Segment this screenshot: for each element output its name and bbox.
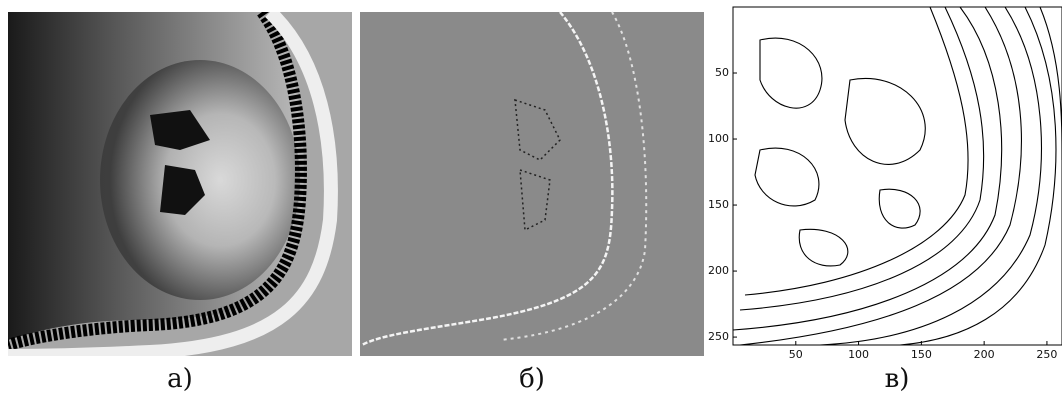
image-a: [8, 12, 352, 356]
x-tick-label: 150: [911, 348, 932, 361]
plot-frame: [732, 6, 1062, 346]
y-tick-label: 150: [708, 198, 729, 211]
y-tick-label: 250: [708, 330, 729, 343]
y-tick-label: 50: [715, 66, 729, 79]
x-tick-label: 250: [1036, 348, 1057, 361]
y-tick-label: 100: [708, 132, 729, 145]
plot-axes: 50 100 150 200 250 50 100 150 200 250: [708, 6, 1062, 361]
x-tick-label: 100: [848, 348, 869, 361]
x-tick-label: 50: [789, 348, 803, 361]
panel-label: в): [885, 364, 910, 394]
x-tick-label: 200: [974, 348, 995, 361]
image-b: [360, 11, 704, 356]
contour-plot: [733, 7, 1062, 345]
panel-label: а): [167, 364, 193, 394]
y-tick-label: 200: [708, 264, 729, 277]
panel-label: б): [519, 364, 545, 394]
